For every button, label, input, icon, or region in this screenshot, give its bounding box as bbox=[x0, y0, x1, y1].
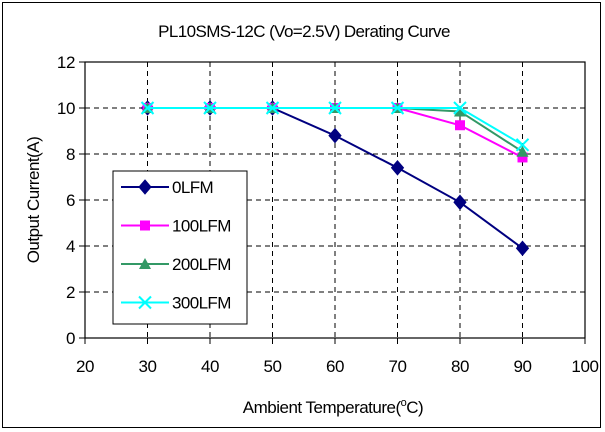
x-tick-label: 40 bbox=[201, 357, 219, 376]
y-tick-label: 2 bbox=[66, 283, 75, 302]
y-tick-label: 12 bbox=[57, 53, 75, 72]
x-tick-label: 20 bbox=[76, 357, 94, 376]
plot-area bbox=[84, 61, 586, 339]
data-point bbox=[453, 101, 467, 115]
legend-box bbox=[112, 170, 248, 325]
legend-label: 100LFM bbox=[172, 217, 231, 236]
y-axis-label: Output Current(A) bbox=[24, 137, 43, 264]
y-tick-label: 8 bbox=[66, 145, 75, 164]
data-point bbox=[140, 101, 155, 115]
chart-frame bbox=[2, 2, 601, 428]
y-tick-label: 0 bbox=[66, 329, 75, 348]
x-tick-label: 60 bbox=[326, 357, 344, 376]
x-axis-label: Ambient Temperature(oC) bbox=[243, 397, 423, 417]
data-point bbox=[390, 101, 405, 115]
data-point bbox=[516, 145, 529, 157]
x-tick-label: 50 bbox=[263, 357, 281, 376]
legend-marker bbox=[140, 220, 150, 231]
x-tick-label: 70 bbox=[388, 357, 406, 376]
data-point bbox=[390, 160, 405, 176]
x-tick-label: 90 bbox=[513, 357, 531, 376]
data-point bbox=[453, 194, 467, 211]
data-point bbox=[265, 101, 280, 115]
series-group bbox=[140, 100, 530, 257]
chart-title: PL10SMS-12C (Vo=2.5V) Derating Curve bbox=[158, 22, 450, 41]
legend-marker bbox=[138, 295, 152, 310]
legend-label: 0LFM bbox=[172, 178, 213, 197]
legend-marker bbox=[138, 179, 152, 195]
y-tick-labels: 0 2 4 6 8 10 12 bbox=[57, 53, 76, 348]
legend-item-0lfm: 0LFM bbox=[121, 178, 214, 197]
data-point bbox=[515, 240, 530, 257]
data-point bbox=[328, 101, 342, 115]
legend-marker bbox=[139, 258, 151, 269]
legend-item-100lfm: 100LFM bbox=[121, 217, 231, 236]
data-point bbox=[517, 152, 528, 163]
x-tick-label: 30 bbox=[138, 357, 156, 376]
data-point bbox=[515, 138, 530, 152]
legend-label: 300LFM bbox=[172, 294, 231, 313]
data-point bbox=[455, 120, 465, 131]
legend-item-300lfm: 300LFM bbox=[121, 294, 231, 313]
legend: 0LFM 100LFM 200LFM 300LFM bbox=[112, 170, 248, 325]
series-300lfm bbox=[140, 101, 530, 152]
legend-item-200lfm: 200LFM bbox=[121, 255, 231, 274]
y-tick-label: 6 bbox=[66, 191, 75, 210]
y-tick-label: 4 bbox=[66, 237, 75, 256]
legend-label: 200LFM bbox=[172, 255, 231, 274]
x-tick-label: 100 bbox=[571, 357, 598, 376]
data-point bbox=[328, 127, 342, 144]
x-tick-labels: 20 30 40 50 60 70 80 90 100 bbox=[76, 357, 599, 376]
x-tick-label: 80 bbox=[451, 357, 469, 376]
y-tick-label: 10 bbox=[57, 99, 75, 118]
data-point bbox=[454, 105, 466, 117]
data-point bbox=[203, 101, 217, 115]
